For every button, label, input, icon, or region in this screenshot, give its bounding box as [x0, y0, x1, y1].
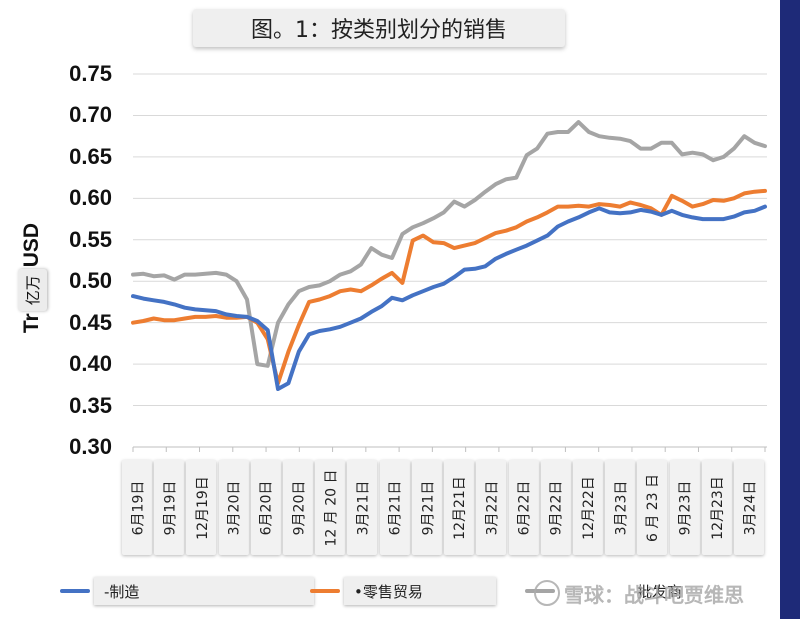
x-tick-label: 9月20日 — [283, 460, 314, 555]
x-tick-label: 12月22日 — [572, 460, 603, 555]
watermark: 雪球：战斗吧贾维思 — [534, 578, 744, 608]
x-tick-label: 12月21日 — [444, 460, 475, 555]
snowball-icon — [534, 580, 560, 606]
x-tick-label: 3月22日 — [476, 460, 507, 555]
x-tick-label: 3月24日 — [734, 460, 764, 555]
line-chart-plot — [131, 73, 767, 452]
x-tick-label: 9月22日 — [540, 460, 571, 555]
x-tick-label: 3月23日 — [605, 460, 636, 555]
y-tick-label: 0.50 — [69, 268, 112, 294]
x-tick-label: 9月21日 — [411, 460, 442, 555]
x-tick-label: 6月19日 — [122, 460, 152, 555]
legend-label-retail: •零售贸易 — [344, 577, 496, 605]
y-tick-label: 0.30 — [69, 434, 112, 459]
watermark-text: 雪球：战斗吧贾维思 — [564, 582, 744, 607]
y-tick-label: 0.75 — [69, 61, 112, 86]
series-line-1 — [131, 188, 767, 386]
y-tick-label: 0.45 — [69, 309, 112, 335]
y-tick-label: 0.70 — [69, 102, 112, 128]
legend-item-manufacturing: -制造 — [60, 577, 314, 605]
legend-swatch-manufacturing — [60, 589, 90, 593]
x-tick-label: 9月19日 — [154, 460, 185, 555]
legend-label-manufacturing: -制造 — [94, 577, 314, 605]
y-tick-label: 0.35 — [69, 392, 112, 418]
window-edge — [780, 0, 800, 619]
x-tick-label: 12月19日 — [186, 460, 217, 555]
y-tick-label: 0.40 — [69, 351, 112, 377]
x-tick-label: 6月21日 — [379, 460, 410, 555]
x-tick-label: 12月23日 — [701, 460, 732, 555]
x-tick-label: 6月20日 — [250, 460, 281, 555]
y-tick-label: 0.60 — [69, 185, 112, 211]
x-tick-label: 9月23日 — [669, 460, 700, 555]
x-tick-label: 3月20日 — [218, 460, 249, 555]
legend-label-wholesale: 批发商 — [637, 582, 683, 601]
y-tick-label: 0.55 — [69, 226, 112, 252]
series-line-2 — [131, 120, 767, 368]
x-tick-label: 12 月 20 日 — [315, 460, 346, 555]
legend-item-retail: •零售贸易 — [310, 577, 496, 605]
x-tick-label: 3月21日 — [347, 460, 378, 555]
x-tick-label: 6月22日 — [508, 460, 539, 555]
x-tick-label: 6 月 23 日 — [637, 460, 668, 555]
series-line-0 — [131, 204, 767, 391]
chart-title: 图。1：按类别划分的销售 — [193, 9, 565, 47]
legend-swatch-retail — [310, 589, 340, 593]
y-tick-label: 0.65 — [69, 143, 112, 169]
